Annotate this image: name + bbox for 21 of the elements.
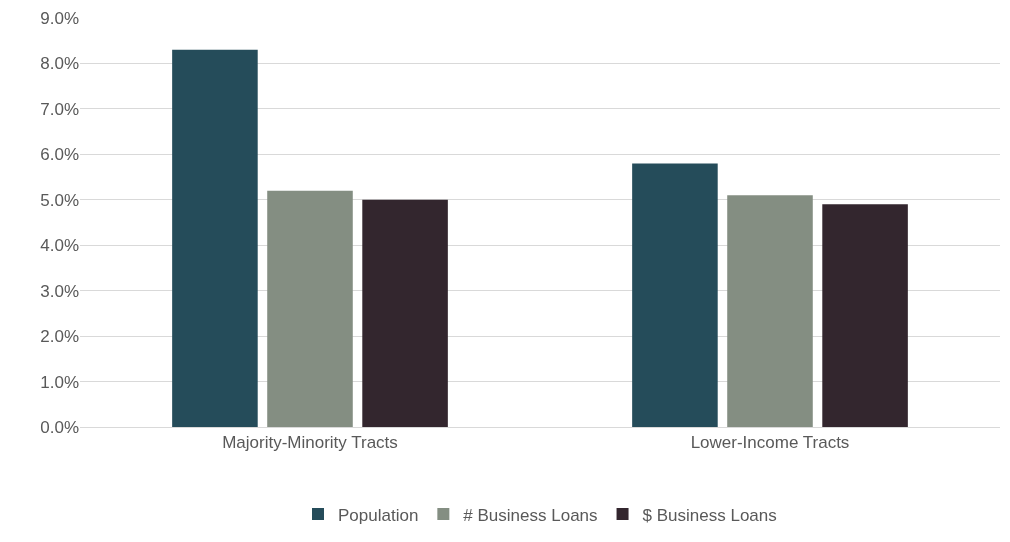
y-tick-label: 1.0% — [40, 372, 79, 392]
bar — [822, 204, 908, 427]
y-tick-label: 2.0% — [40, 327, 79, 347]
bar — [727, 195, 813, 427]
y-tick-label: 7.0% — [40, 99, 79, 119]
x-tick-label: Majority-Minority Tracts — [222, 433, 398, 453]
bar — [362, 199, 448, 427]
y-tick-label: 0.0% — [40, 417, 79, 437]
legend-label: $ Business Loans — [642, 505, 777, 525]
bar — [632, 163, 718, 427]
legend-label: # Business Loans — [463, 505, 598, 525]
bar — [172, 49, 258, 427]
y-tick-label: 3.0% — [40, 281, 79, 301]
x-tick-label: Lower-Income Tracts — [690, 433, 850, 453]
y-tick-label: 9.0% — [40, 8, 79, 28]
y-tick-label: 4.0% — [40, 236, 79, 256]
legend-label: Population — [338, 505, 419, 525]
y-tick-label: 5.0% — [40, 190, 79, 210]
y-tick-label: 8.0% — [40, 54, 79, 74]
y-tick-label: 6.0% — [40, 145, 79, 165]
bar — [267, 190, 353, 427]
